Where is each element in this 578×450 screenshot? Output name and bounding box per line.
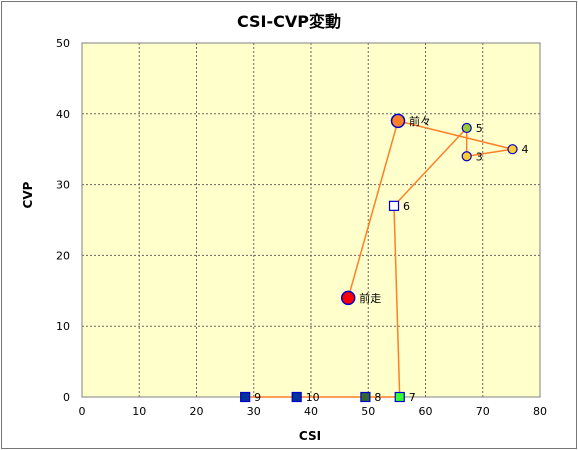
point-label: 3 (476, 150, 483, 163)
x-tick-label: 20 (190, 405, 204, 418)
point-marker (388, 200, 400, 211)
point-label: 前々 (409, 114, 431, 128)
data-markers (240, 113, 518, 403)
point-marker (390, 113, 406, 129)
y-tick-label: 10 (56, 320, 70, 333)
x-tick-label: 70 (476, 405, 490, 418)
point-label: 7 (409, 391, 416, 404)
point-labels: 前走 前々 3 4 5 6 7 8 9 10 (254, 114, 528, 404)
point-label: 5 (476, 122, 483, 135)
y-tick-label: 30 (56, 179, 70, 192)
x-tick-label: 50 (361, 405, 375, 418)
point-marker (291, 391, 302, 403)
x-axis-ticks: 0 10 20 30 40 50 60 70 80 (79, 405, 548, 418)
point-label: 4 (522, 143, 529, 156)
y-tick-label: 20 (56, 249, 70, 262)
point-label: 6 (403, 200, 410, 213)
point-marker (507, 144, 518, 155)
point-label: 前走 (359, 291, 381, 305)
chart-title: CSI-CVP変動 (237, 12, 341, 31)
x-tick-label: 0 (79, 405, 86, 418)
x-tick-label: 10 (132, 405, 146, 418)
gridlines (82, 43, 540, 397)
x-axis-title: CSI (299, 429, 321, 443)
y-tick-label: 0 (63, 391, 70, 404)
series-line (245, 119, 513, 398)
point-label: 10 (306, 391, 320, 404)
series-path (245, 119, 513, 398)
x-tick-label: 80 (533, 405, 547, 418)
point-label: 8 (374, 391, 381, 404)
y-tick-label: 50 (56, 37, 70, 50)
x-tick-label: 30 (247, 405, 261, 418)
x-tick-label: 60 (419, 405, 433, 418)
point-marker (360, 391, 371, 403)
point-marker (394, 391, 405, 403)
point-marker (461, 122, 472, 134)
y-tick-label: 40 (56, 108, 70, 121)
y-axis-ticks: 0 10 20 30 40 50 (56, 37, 70, 404)
y-axis-title: CVP (21, 181, 35, 208)
point-marker (340, 290, 356, 306)
point-label: 9 (254, 391, 261, 404)
point-marker (461, 151, 472, 162)
x-tick-label: 40 (304, 405, 318, 418)
point-marker (240, 391, 251, 403)
